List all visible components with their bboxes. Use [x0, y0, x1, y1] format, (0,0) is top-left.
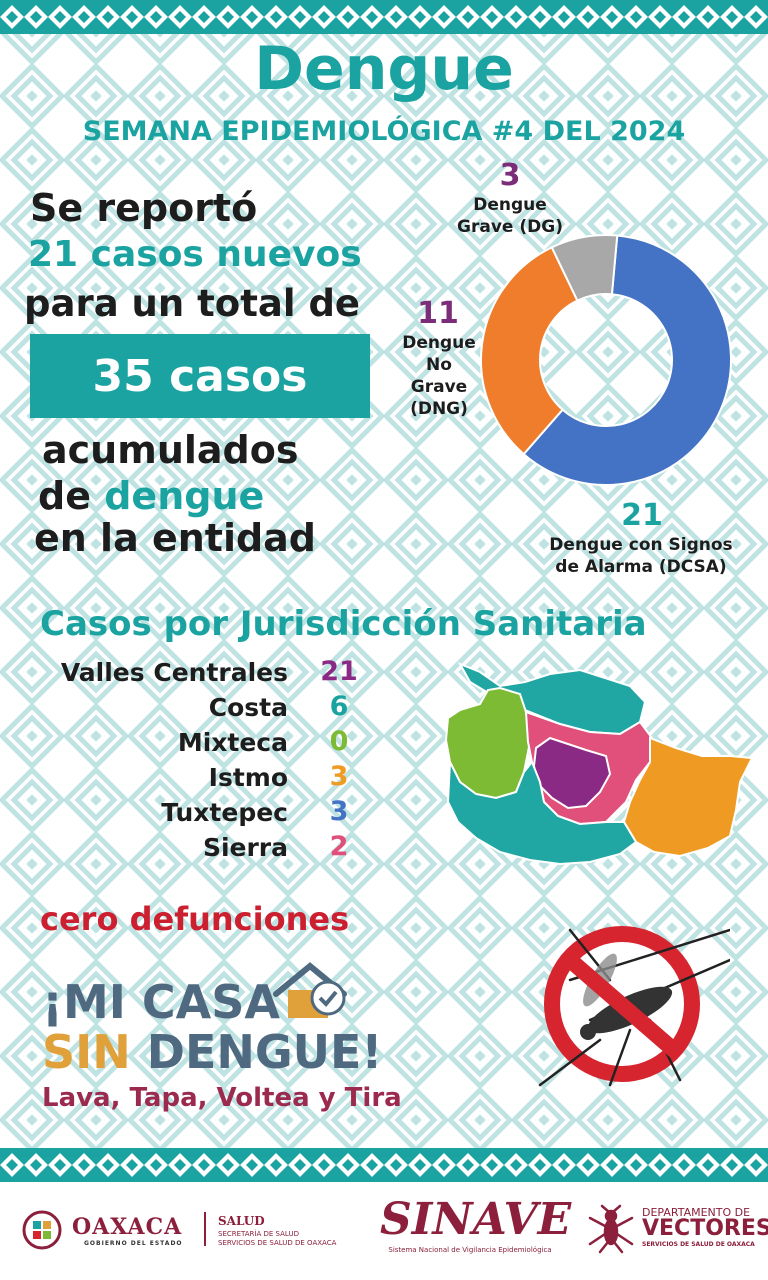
summary-line-1: Se reportó — [30, 186, 258, 230]
jurisdiction-name: Mixteca — [177, 728, 288, 757]
top-border-band — [0, 0, 768, 34]
jurisdiction-heading: Casos por Jurisdicción Sanitaria — [40, 604, 647, 644]
jurisdiction-name: Istmo — [208, 763, 288, 792]
jurisdiction-name: Tuxtepec — [161, 798, 288, 827]
footer-vectores-logo: VECTORES — [642, 1216, 768, 1241]
jurisdiction-value: 0 — [329, 726, 349, 757]
summary-dengue-highlight: dengue — [104, 474, 265, 518]
campaign-line-3: Lava, Tapa, Voltea y Tira — [42, 1083, 402, 1113]
map-region-istmo — [622, 736, 754, 858]
dg-label-line: Grave (DG) — [457, 217, 563, 237]
oaxaca-emblem-icon — [22, 1210, 62, 1250]
summary-line-5-prefix: de — [38, 474, 91, 518]
footer-salud-subtitle: SECRETARÍA DE SALUD SERVICIOS DE SALUD D… — [218, 1230, 336, 1248]
jurisdiction-value: 21 — [320, 656, 358, 687]
vectores-mosquito-icon — [588, 1204, 634, 1254]
page-subtitle: SEMANA EPIDEMIOLÓGICA #4 DEL 2024 — [82, 116, 686, 147]
dcsa-label-line: Dengue con Signos — [549, 535, 733, 555]
campaign-line-2: SIN DENGUE! — [42, 1025, 382, 1079]
jurisdiction-name: Valles Centrales — [60, 658, 288, 687]
dng-label-line: No — [426, 355, 452, 375]
dng-label: Dengue No Grave (DNG) — [384, 332, 494, 420]
total-cases-box: 35 casos — [30, 334, 370, 418]
footer-sinave-subtitle: Sistema Nacional de Vigilancia Epidemiol… — [388, 1246, 552, 1254]
jurisdiction-value: 3 — [329, 796, 349, 827]
no-mosquito-icon — [538, 926, 730, 1087]
footer-oaxaca-subtitle: GOBIERNO DEL ESTADO — [84, 1240, 183, 1247]
dng-value: 11 — [417, 296, 459, 331]
donut-slice — [550, 234, 619, 302]
total-cases-value: 35 casos — [92, 350, 308, 402]
dcsa-label-line: de Alarma (DCSA) — [555, 557, 727, 577]
footer-salud-logo: SALUD — [218, 1214, 265, 1228]
cases-donut-chart — [480, 234, 732, 486]
footer-sinave-logo: SINAVE — [380, 1194, 572, 1245]
dg-label: Dengue Grave (DG) — [440, 194, 580, 238]
zero-deaths-text: cero defunciones — [40, 900, 350, 938]
dcsa-label: Dengue con Signos de Alarma (DCSA) — [528, 534, 754, 578]
jurisdiction-value: 3 — [329, 761, 349, 792]
page-title: Dengue — [254, 34, 514, 104]
campaign-line-1: ¡MI CASA — [42, 975, 280, 1029]
campaign-dengue-word: DENGUE! — [130, 1025, 383, 1079]
map-region-costa — [446, 758, 638, 866]
dng-label-line: Dengue — [402, 333, 476, 353]
donut-slice — [480, 246, 579, 456]
oaxaca-jurisdiction-map — [444, 662, 754, 866]
jurisdiction-value: 2 — [329, 831, 349, 862]
footer-salud-sub-line: SECRETARÍA DE SALUD — [218, 1230, 299, 1238]
bottom-border-band — [0, 1148, 768, 1182]
campaign-sin-word: SIN — [42, 1025, 131, 1079]
dng-label-line: (DNG) — [410, 399, 468, 419]
footer-department-subtitle: SERVICIOS DE SALUD DE OAXACA — [642, 1241, 755, 1248]
dg-label-line: Dengue — [473, 195, 547, 215]
footer-department-label: DEPARTAMENTO DE — [642, 1206, 751, 1219]
footer — [0, 1182, 768, 1280]
footer-salud-sub-line: SERVICIOS DE SALUD DE OAXACA — [218, 1239, 337, 1247]
footer-oaxaca-logo: OAXACA — [72, 1214, 183, 1240]
dg-value: 3 — [499, 158, 521, 193]
summary-line-3: para un total de — [24, 282, 361, 325]
donut-slice — [522, 234, 732, 486]
jurisdiction-name: Sierra — [202, 833, 288, 862]
dcsa-value: 21 — [621, 498, 663, 533]
summary-line-5: de dengue — [38, 474, 264, 518]
summary-line-6: en la entidad — [34, 516, 317, 560]
dng-label-line: Grave — [410, 377, 468, 397]
summary-new-cases: 21 casos nuevos — [28, 234, 362, 275]
house-shield-icon — [273, 962, 347, 1018]
summary-line-4: acumulados — [42, 428, 299, 472]
footer-divider — [204, 1212, 206, 1246]
jurisdiction-name: Costa — [208, 693, 288, 722]
jurisdiction-value: 6 — [329, 691, 349, 722]
